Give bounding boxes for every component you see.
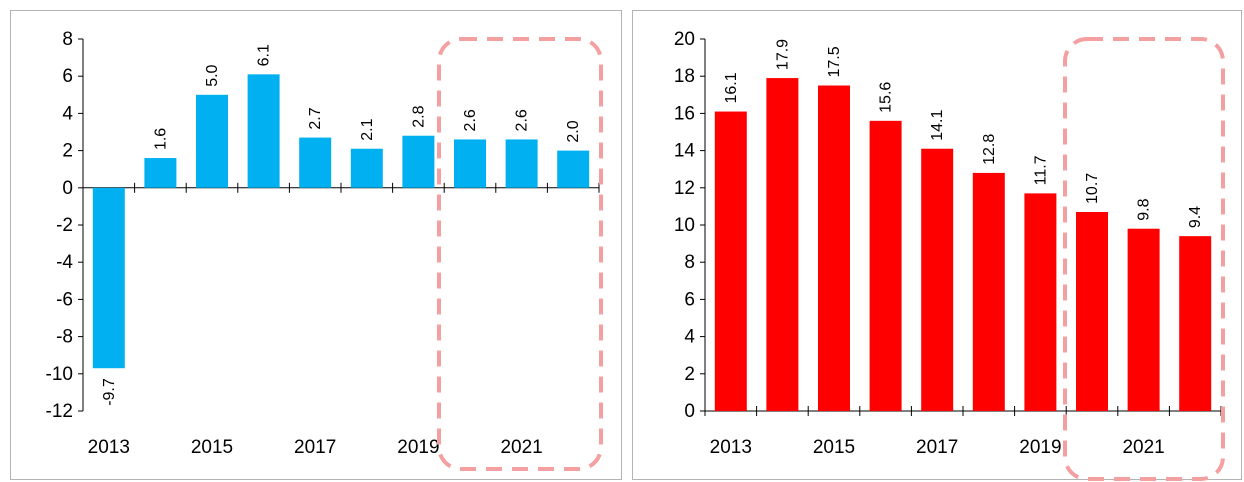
data-label-2020: 10.7 (1084, 173, 1101, 204)
y-tick-label: 6 (684, 289, 695, 310)
data-label-2019: 11.7 (1032, 155, 1049, 185)
x-tick-label: 2019 (397, 437, 439, 458)
data-label-2021: 2.6 (514, 109, 531, 131)
bar-2018 (972, 172, 1005, 411)
bar-2018 (350, 148, 383, 188)
y-tick-label: 0 (62, 178, 73, 199)
data-label-2018: 12.8 (981, 134, 998, 165)
data-label-2013: 16.1 (723, 72, 740, 103)
bar-2014 (144, 158, 177, 188)
data-label-2014: 17.9 (774, 39, 791, 70)
bar-2017 (921, 148, 954, 412)
x-tick-label: 2021 (1122, 437, 1164, 458)
forecast-highlight-box (437, 37, 603, 471)
data-label-2013: -9.7 (101, 378, 118, 406)
forecast-highlight-box (1063, 37, 1225, 481)
bar-2015 (196, 94, 228, 188)
bar-2020 (454, 139, 486, 188)
y-tick-label: -12 (46, 401, 73, 422)
y-tick-label: -6 (56, 289, 73, 310)
data-label-2021: 9.8 (1136, 198, 1153, 220)
y-tick-label: 10 (674, 215, 695, 236)
y-tick-label: 18 (674, 66, 695, 87)
bar-2021 (1127, 228, 1160, 411)
bar-2015 (818, 85, 850, 411)
x-tick-label: 2015 (191, 437, 233, 458)
y-tick-label: 12 (674, 178, 695, 199)
data-label-2015: 5.0 (204, 64, 221, 86)
data-label-2016: 6.1 (256, 44, 273, 66)
data-label-2022: 2.0 (565, 120, 582, 142)
data-label-2014: 1.6 (152, 128, 169, 150)
y-tick-label: 4 (62, 103, 73, 124)
y-tick-label: 14 (674, 141, 696, 162)
chart-panel-rate: 0 2 4 6 8 10 12 14 16 18 20 2013 2015 2017 2019 2021 16.… (632, 10, 1242, 481)
chart-growth-svg: -12 -10 -8 -6 -4 -2 0 2 4 6 8 2013 2015 2017 2019 2021 -… (46, 29, 603, 471)
y-tick-label: -2 (56, 215, 73, 236)
bar-2019 (1024, 193, 1057, 411)
x-tick-label: 2021 (500, 437, 542, 458)
x-tick-label: 2017 (294, 437, 336, 458)
data-label-2017: 2.7 (307, 107, 324, 129)
data-label-2020: 2.6 (462, 109, 479, 131)
bar-2013 (92, 187, 125, 369)
y-tick-label: -8 (56, 327, 73, 348)
y-tick-label: 6 (62, 66, 73, 87)
bar-2021 (505, 139, 538, 188)
x-tick-label: 2015 (813, 437, 855, 458)
data-label-2016: 15.6 (878, 82, 895, 113)
bar-2016 (247, 74, 280, 188)
data-label-2015: 17.5 (826, 46, 843, 77)
bar-2017 (299, 137, 332, 188)
data-label-2018: 2.1 (359, 118, 376, 140)
y-tick-label: 2 (684, 364, 695, 385)
bar-2013 (714, 111, 747, 411)
y-tick-label: 20 (674, 29, 695, 50)
x-tick-label: 2013 (88, 437, 130, 458)
bar-2014 (766, 78, 799, 411)
y-tick-label: 16 (674, 103, 695, 124)
chart-rate-svg: 0 2 4 6 8 10 12 14 16 18 20 2013 2015 2017 2019 2021 16.… (674, 29, 1225, 481)
bar-2022 (557, 150, 590, 188)
x-tick-label: 2017 (916, 437, 958, 458)
y-tick-label: -10 (46, 364, 73, 385)
y-tick-label: 8 (684, 252, 695, 273)
data-label-2019: 2.8 (410, 105, 427, 127)
y-tick-label: 0 (684, 401, 695, 422)
bar-2022 (1179, 236, 1212, 411)
y-tick-label: -4 (56, 252, 73, 273)
data-label-2022: 9.4 (1187, 206, 1204, 228)
data-label-2017: 14.1 (929, 109, 946, 140)
chart-panel-growth: -12 -10 -8 -6 -4 -2 0 2 4 6 8 2013 2015 2017 2019 2021 -… (10, 10, 622, 480)
y-tick-label: 4 (684, 327, 695, 348)
x-tick-label: 2013 (710, 437, 752, 458)
bar-2020 (1076, 211, 1108, 411)
y-tick-label: 2 (62, 141, 73, 162)
bar-2016 (869, 120, 902, 411)
x-tick-label: 2019 (1019, 437, 1061, 458)
bar-2019 (402, 135, 435, 188)
y-tick-label: 8 (62, 29, 73, 50)
